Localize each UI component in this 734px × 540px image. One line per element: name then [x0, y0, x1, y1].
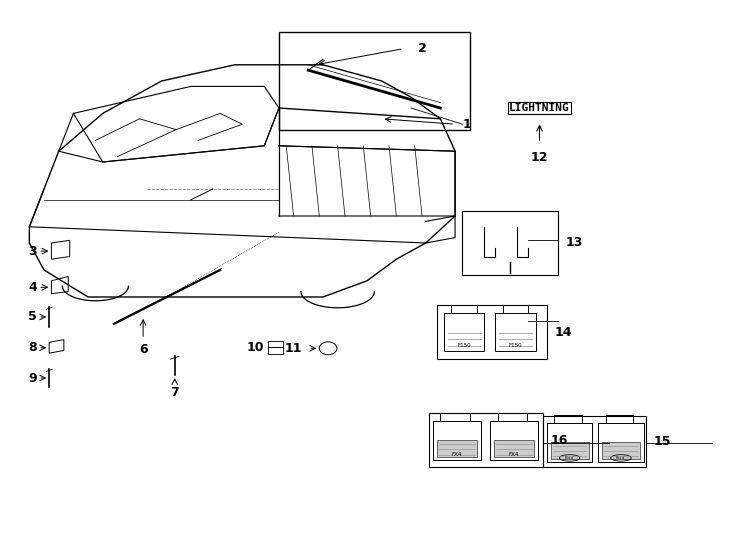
Bar	[550, 442, 589, 459]
Bar	[279, 32, 470, 130]
Text: Ford: Ford	[617, 456, 625, 460]
Bar	[547, 423, 592, 462]
Text: 9: 9	[28, 372, 37, 384]
Text: FX4: FX4	[509, 453, 520, 457]
Bar	[437, 440, 477, 457]
Bar	[495, 313, 536, 351]
Text: 6: 6	[139, 343, 148, 356]
Text: 8: 8	[28, 341, 37, 354]
Text: LIGHTNING: LIGHTNING	[509, 103, 570, 113]
Bar	[268, 341, 283, 354]
Text: 3: 3	[28, 245, 37, 258]
Bar	[429, 413, 543, 467]
Text: F150: F150	[457, 343, 471, 348]
Bar	[462, 211, 558, 275]
Bar	[437, 305, 547, 359]
Text: 13: 13	[565, 237, 583, 249]
Text: Ford: Ford	[565, 456, 574, 460]
Text: 2: 2	[418, 42, 427, 55]
Text: 12: 12	[531, 151, 548, 164]
Text: F150: F150	[509, 343, 523, 348]
Text: 5: 5	[28, 310, 37, 323]
Text: 16: 16	[550, 434, 568, 447]
Text: 14: 14	[554, 326, 572, 339]
Bar	[598, 423, 644, 462]
Text: 10: 10	[247, 341, 264, 354]
Text: 7: 7	[170, 386, 179, 399]
Text: 1: 1	[462, 118, 471, 131]
Bar	[543, 416, 646, 467]
Bar	[494, 440, 534, 457]
Bar	[444, 313, 484, 351]
Text: FX4: FX4	[451, 453, 462, 457]
Bar	[490, 421, 538, 460]
Text: 15: 15	[653, 435, 671, 448]
Bar	[433, 421, 481, 460]
Text: 4: 4	[28, 281, 37, 294]
Text: 11: 11	[285, 342, 302, 355]
Bar	[602, 442, 640, 459]
